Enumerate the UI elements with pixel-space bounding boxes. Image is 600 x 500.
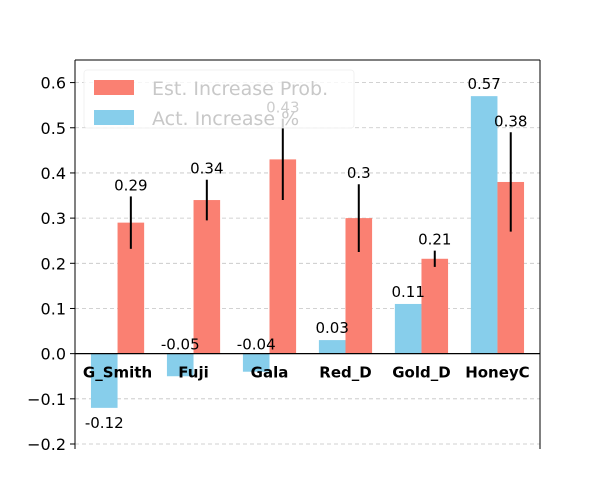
data-label-estimated-Gold_D: 0.21 — [418, 231, 451, 249]
category-label-Gala: Gala — [251, 364, 289, 382]
data-label-actual-Red_D: 0.03 — [315, 319, 348, 337]
bar-actual-Fuji — [166, 353, 194, 377]
category-labels: G_Smith Fuji Gala Red_D Gold_D HoneyC — [83, 364, 530, 382]
legend-label-0: Act. Increase % — [152, 108, 299, 130]
y-tick-label: −0.2 — [27, 435, 66, 454]
data-label-estimated-Red_D: 0.3 — [347, 164, 371, 182]
data-label-estimated-G_Smith: 0.29 — [114, 176, 147, 194]
bar-actual-Red_D — [318, 340, 346, 354]
bar-actual-G_Smith — [90, 353, 118, 408]
y-tick-label: 0.4 — [41, 164, 66, 183]
category-label-G_Smith: G_Smith — [83, 364, 152, 382]
bar-estimated-Gold_D — [421, 258, 449, 354]
category-label-Gold_D: Gold_D — [392, 364, 450, 382]
bar-actual-Gala — [242, 353, 270, 372]
error-bars — [129, 118, 512, 267]
bar-estimated-Fuji — [193, 200, 221, 354]
category-label-Red_D: Red_D — [319, 364, 371, 382]
y-tick-label: 0.6 — [41, 74, 66, 93]
data-label-actual-Gold_D: 0.11 — [391, 283, 424, 301]
data-label-actual-Fuji: -0.05 — [161, 336, 200, 354]
legend: Est. Increase Prob. Act. Increase % — [83, 69, 355, 130]
data-label-actual-Gala: -0.04 — [237, 336, 276, 354]
axes-frame — [74, 59, 541, 449]
legend-swatch-0 — [94, 110, 134, 125]
y-tick-label: 0.2 — [41, 254, 66, 273]
legend-label-1: Est. Increase Prob. — [152, 78, 328, 100]
category-label-Fuji: Fuji — [178, 364, 208, 382]
legend-swatch-1 — [94, 80, 134, 95]
data-label-actual-HoneyC: 0.57 — [467, 75, 500, 93]
bar-actual-HoneyC — [470, 96, 498, 354]
y-axis-ticks: −0.2 −0.1 0.0 0.1 0.2 0.3 0.4 0.5 0.6 — [27, 74, 75, 454]
y-tick-label: 0.3 — [41, 209, 66, 228]
data-label-estimated-Fuji: 0.34 — [190, 160, 223, 178]
data-label-actual-G_Smith: -0.12 — [85, 414, 124, 432]
y-tick-label: 0.1 — [41, 299, 66, 318]
grid-lines — [75, 82, 540, 445]
y-tick-label: 0.5 — [41, 119, 66, 138]
bar-actual-Gold_D — [394, 303, 422, 354]
legend-box — [83, 69, 355, 129]
y-tick-label: −0.1 — [27, 390, 66, 409]
y-tick-label: 0.0 — [41, 345, 66, 364]
category-label-HoneyC: HoneyC — [465, 364, 530, 382]
data-label-estimated-HoneyC: 0.38 — [494, 112, 527, 130]
bars — [90, 96, 525, 408]
